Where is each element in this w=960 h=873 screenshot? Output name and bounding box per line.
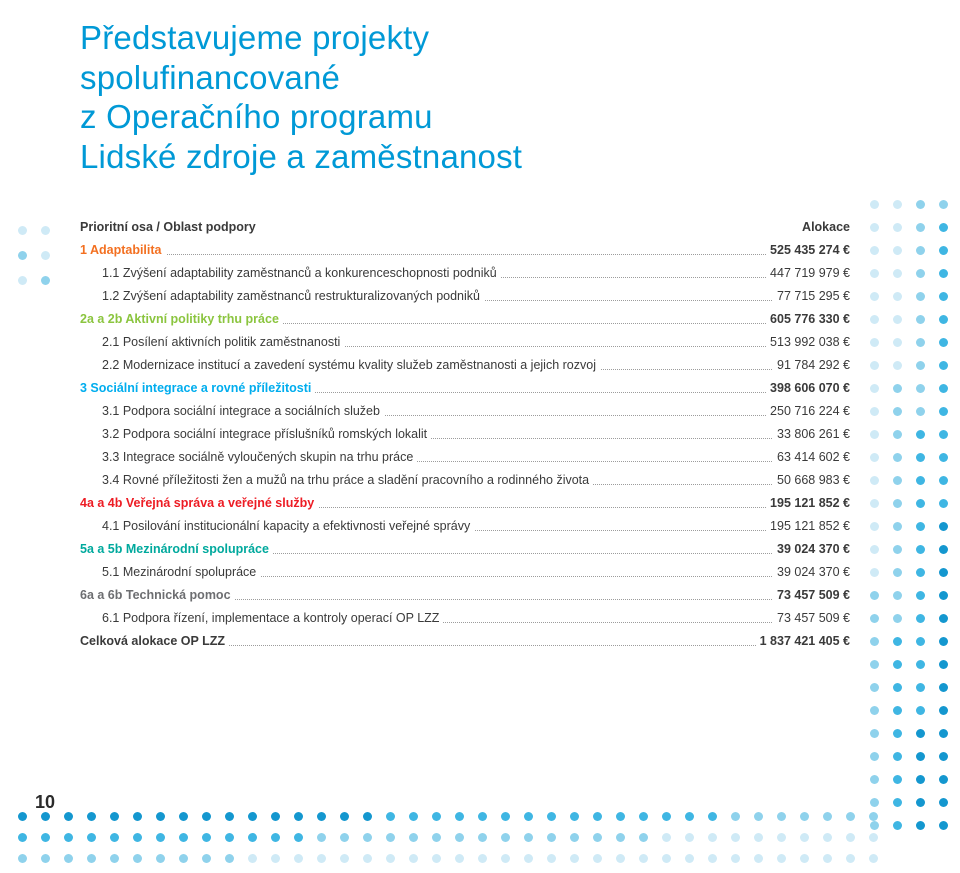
table-row: 3.2 Podpora sociální integrace příslušní…	[80, 418, 850, 441]
row-label: 1.2 Zvýšení adaptability zaměstnanců res…	[80, 289, 484, 303]
table-row: 2.2 Modernizace institucí a zavedení sys…	[80, 349, 850, 372]
table-row: 1.1 Zvýšení adaptability zaměstnanců a k…	[80, 257, 850, 280]
row-label: 3.2 Podpora sociální integrace příslušní…	[80, 427, 431, 441]
page-number: 10	[35, 792, 55, 813]
table-row: 3.1 Podpora sociální integrace a sociáln…	[80, 395, 850, 418]
table-row: 6.1 Podpora řízení, implementace a kontr…	[80, 602, 850, 625]
row-value: 39 024 370 €	[773, 565, 850, 579]
row-label: 3.1 Podpora sociální integrace a sociáln…	[80, 404, 384, 418]
row-value: 50 668 983 €	[773, 473, 850, 487]
row-label: 3.4 Rovné příležitosti žen a mužů na trh…	[80, 473, 593, 487]
row-label: 6.1 Podpora řízení, implementace a kontr…	[80, 611, 443, 625]
row-value: 195 121 852 €	[766, 496, 850, 510]
row-value: 195 121 852 €	[766, 519, 850, 533]
header-right: Alokace	[798, 220, 850, 234]
table-row: 3.3 Integrace sociálně vyloučených skupi…	[80, 441, 850, 464]
header-left: Prioritní osa / Oblast podpory	[80, 220, 260, 234]
decoration-dots-bottom	[18, 812, 878, 863]
row-label: 4.1 Posilování institucionální kapacity …	[80, 519, 474, 533]
table-header: Prioritní osa / Oblast podpory Alokace	[80, 214, 850, 234]
decoration-dots-right	[870, 200, 948, 830]
table-row: 3.4 Rovné příležitosti žen a mužů na trh…	[80, 464, 850, 487]
row-value: 1 837 421 405 €	[756, 634, 850, 648]
row-label: 1 Adaptabilita	[80, 243, 166, 257]
row-label: 5a a 5b Mezinárodní spolupráce	[80, 542, 273, 556]
row-label: 4a a 4b Veřejná správa a veřejné služby	[80, 496, 318, 510]
title-line-4: Lidské zdroje a zaměstnanost	[80, 138, 522, 175]
title-line-2: spolufinancované	[80, 59, 340, 96]
row-label: 3.3 Integrace sociálně vyloučených skupi…	[80, 450, 417, 464]
row-value: 605 776 330 €	[766, 312, 850, 326]
row-value: 73 457 509 €	[773, 588, 850, 602]
row-value: 525 435 274 €	[766, 243, 850, 257]
table-row: 4.1 Posilování institucionální kapacity …	[80, 510, 850, 533]
title-line-3: z Operačního programu	[80, 98, 433, 135]
table-row: 1.2 Zvýšení adaptability zaměstnanců res…	[80, 280, 850, 303]
table-row: 2a a 2b Aktivní politiky trhu práce 605 7…	[80, 303, 850, 326]
decoration-dots-left	[18, 226, 50, 285]
table-row: 6a a 6b Technická pomoc 73 457 509 €	[80, 579, 850, 602]
row-label: 5.1 Mezinárodní spolupráce	[80, 565, 260, 579]
row-value: 63 414 602 €	[773, 450, 850, 464]
row-value: 73 457 509 €	[773, 611, 850, 625]
table-row: 4a a 4b Veřejná správa a veřejné služby 1…	[80, 487, 850, 510]
row-value: 39 024 370 €	[773, 542, 850, 556]
row-value: 250 716 224 €	[766, 404, 850, 418]
row-label: Celková alokace OP LZZ	[80, 634, 229, 648]
table-row: 1 Adaptabilita 525 435 274 €	[80, 234, 850, 257]
allocation-table: Prioritní osa / Oblast podpory Alokace 1…	[80, 214, 850, 648]
row-label: 2.1 Posílení aktivních politik zaměstnan…	[80, 335, 344, 349]
row-value: 33 806 261 €	[773, 427, 850, 441]
row-label: 2.2 Modernizace institucí a zavedení sys…	[80, 358, 600, 372]
row-value: 91 784 292 €	[773, 358, 850, 372]
row-label: 6a a 6b Technická pomoc	[80, 588, 235, 602]
page-title: Představujeme projekty spolufinancované …	[80, 18, 880, 176]
table-row: Celková alokace OP LZZ 1 837 421 405 €	[80, 625, 850, 648]
row-value: 447 719 979 €	[766, 266, 850, 280]
row-label: 1.1 Zvýšení adaptability zaměstnanců a k…	[80, 266, 501, 280]
table-row: 3 Sociální integrace a rovné příležitost…	[80, 372, 850, 395]
row-value: 513 992 038 €	[766, 335, 850, 349]
row-label: 2a a 2b Aktivní politiky trhu práce	[80, 312, 283, 326]
table-row: 5a a 5b Mezinárodní spolupráce 39 024 370…	[80, 533, 850, 556]
row-value: 398 606 070 €	[766, 381, 850, 395]
table-row: 2.1 Posílení aktivních politik zaměstnan…	[80, 326, 850, 349]
title-line-1: Představujeme projekty	[80, 19, 429, 56]
table-row: 5.1 Mezinárodní spolupráce 39 024 370 €	[80, 556, 850, 579]
row-label: 3 Sociální integrace a rovné příležitost…	[80, 381, 315, 395]
row-value: 77 715 295 €	[773, 289, 850, 303]
